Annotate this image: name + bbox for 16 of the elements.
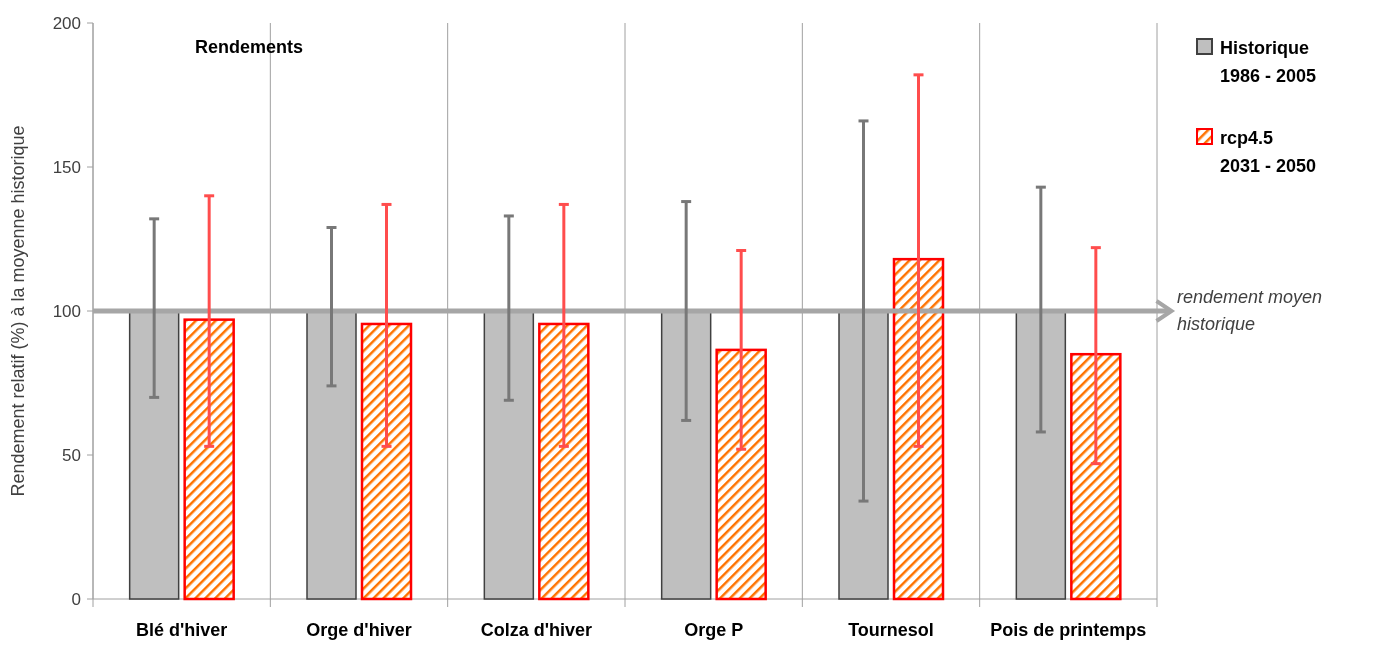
- x-tick-label: Pois de printemps: [990, 620, 1147, 640]
- legend-label: Historique 1986 - 2005: [1220, 38, 1317, 86]
- y-tick-label: 200: [52, 13, 81, 33]
- y-tick-label: 50: [62, 445, 81, 465]
- x-tick-label: Tournesol: [848, 620, 934, 640]
- x-tick-label: Blé d'hiver: [136, 620, 228, 640]
- text: Rendements: [195, 37, 304, 57]
- legend-label: rcp4.5 2031 - 2050: [1220, 128, 1317, 176]
- y-axis-title: Rendement relatif (%) à la moyenne historique: [8, 125, 28, 497]
- y-tick-label: 0: [71, 589, 81, 609]
- y-tick-label: 100: [52, 301, 81, 321]
- x-tick-label: Orge d'hiver: [306, 620, 412, 640]
- ref-line-label: rendement moyen historique: [1177, 287, 1323, 334]
- x-tick-label: Orge P: [684, 620, 744, 640]
- x-tick-label: Colza d'hiver: [480, 620, 592, 640]
- y-tick-label: 150: [52, 157, 81, 177]
